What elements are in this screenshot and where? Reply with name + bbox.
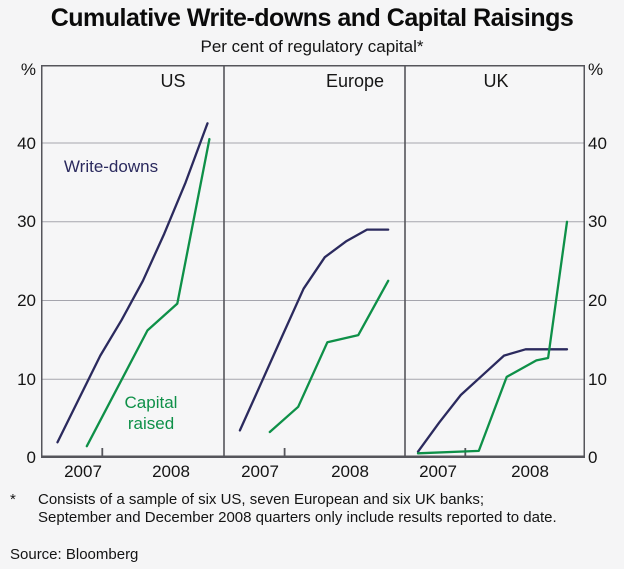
y-tick-label: 0	[588, 448, 598, 467]
chart-subtitle: Per cent of regulatory capital*	[200, 37, 424, 56]
y-tick-label: 20	[17, 291, 36, 310]
x-year-label: 2008	[152, 462, 190, 481]
chart-title: Cumulative Write-downs and Capital Raisi…	[50, 4, 574, 32]
series-line-europe-write_downs	[238, 228, 390, 432]
x-year-label: 2007	[419, 462, 457, 481]
panel-title-us: US	[160, 71, 186, 91]
y-axis-unit-left: %	[20, 60, 36, 79]
x-year-label: 2007	[241, 462, 279, 481]
capital-raised-series-label: Capital raised	[124, 393, 178, 433]
chart-canvas	[41, 65, 585, 458]
x-year-label: 2008	[331, 462, 369, 481]
footnote-marker: *	[10, 491, 16, 508]
y-tick-label: 40	[588, 134, 607, 153]
plot-area: US Europe UK Write-downs Capital raised	[41, 65, 585, 459]
y-tick-label: 20	[588, 291, 607, 310]
x-year-label: 2008	[511, 462, 549, 481]
panel-title-uk: UK	[483, 71, 509, 91]
y-tick-label: 10	[17, 370, 36, 389]
y-tick-label: 10	[588, 370, 607, 389]
y-tick-label: 30	[588, 212, 607, 231]
panel-title-europe: Europe	[325, 71, 385, 91]
y-axis-unit-right: %	[588, 60, 604, 79]
series-line-uk-write_downs	[416, 348, 569, 453]
source-line: Source: Bloomberg	[10, 546, 139, 563]
series-line-uk-capital_raised	[416, 220, 569, 455]
series-line-us-capital_raised	[85, 137, 211, 448]
write-downs-series-label: Write-downs	[63, 157, 159, 176]
series-line-europe-capital_raised	[268, 279, 390, 434]
y-tick-label: 30	[17, 212, 36, 231]
y-tick-label: 0	[26, 448, 36, 467]
footnote: * Consists of a sample of six US, seven …	[10, 491, 595, 527]
footnote-text: Consists of a sample of six US, seven Eu…	[38, 491, 557, 526]
series-line-us-write_downs	[56, 122, 209, 444]
y-tick-label: 40	[17, 134, 36, 153]
x-year-label: 2007	[64, 462, 102, 481]
